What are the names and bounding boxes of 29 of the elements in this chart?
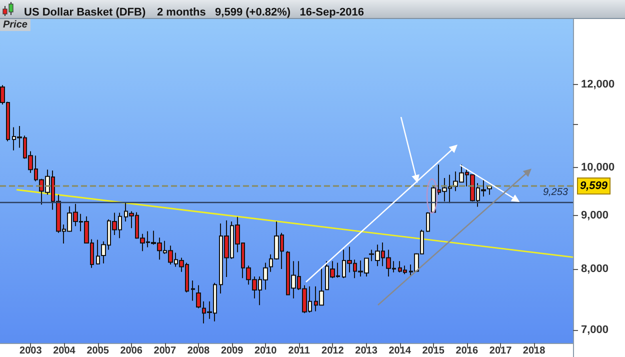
x-tick-label: 2016 xyxy=(456,346,478,356)
x-tick-label: 2011 xyxy=(288,346,310,356)
x-tick-label: 2012 xyxy=(322,346,344,356)
x-tick-label: 2017 xyxy=(489,346,512,356)
candlestick xyxy=(191,280,195,302)
y-axis-title: Price xyxy=(3,20,28,30)
ref-line-label: 9,599 xyxy=(580,180,608,192)
x-tick-label: 2006 xyxy=(120,346,143,356)
x-tick-label: 2003 xyxy=(20,346,42,356)
candlestick xyxy=(196,284,201,309)
y-tick-label: 10,000 xyxy=(581,161,615,174)
x-tick-label: 2005 xyxy=(86,346,110,356)
chart-title: US Dollar Basket (DFB) xyxy=(24,6,146,18)
x-tick-label: 2013 xyxy=(355,346,378,356)
x-tick-label: 2018 xyxy=(522,346,546,356)
x-tick-label: 2014 xyxy=(388,346,412,356)
x-tick-label: 2004 xyxy=(53,346,76,356)
y-tick-label: 9,000 xyxy=(581,209,609,222)
chart-subtitle: 2 months 9,599 (+0.82%) 16-Sep-2016 xyxy=(157,6,364,18)
x-tick-label: 2009 xyxy=(220,346,244,356)
x-tick-label: 2008 xyxy=(187,346,210,356)
y-tick-label: 12,000 xyxy=(581,78,615,90)
ref-line-label: 9,253 xyxy=(542,187,568,198)
candlestick xyxy=(426,212,430,232)
x-tick-label: 2007 xyxy=(154,346,176,356)
y-tick-label: 8,000 xyxy=(581,262,609,275)
x-tick-label: 2015 xyxy=(422,346,445,356)
y-tick-label: 7,000 xyxy=(581,324,609,336)
x-tick-label: 2010 xyxy=(254,346,278,356)
